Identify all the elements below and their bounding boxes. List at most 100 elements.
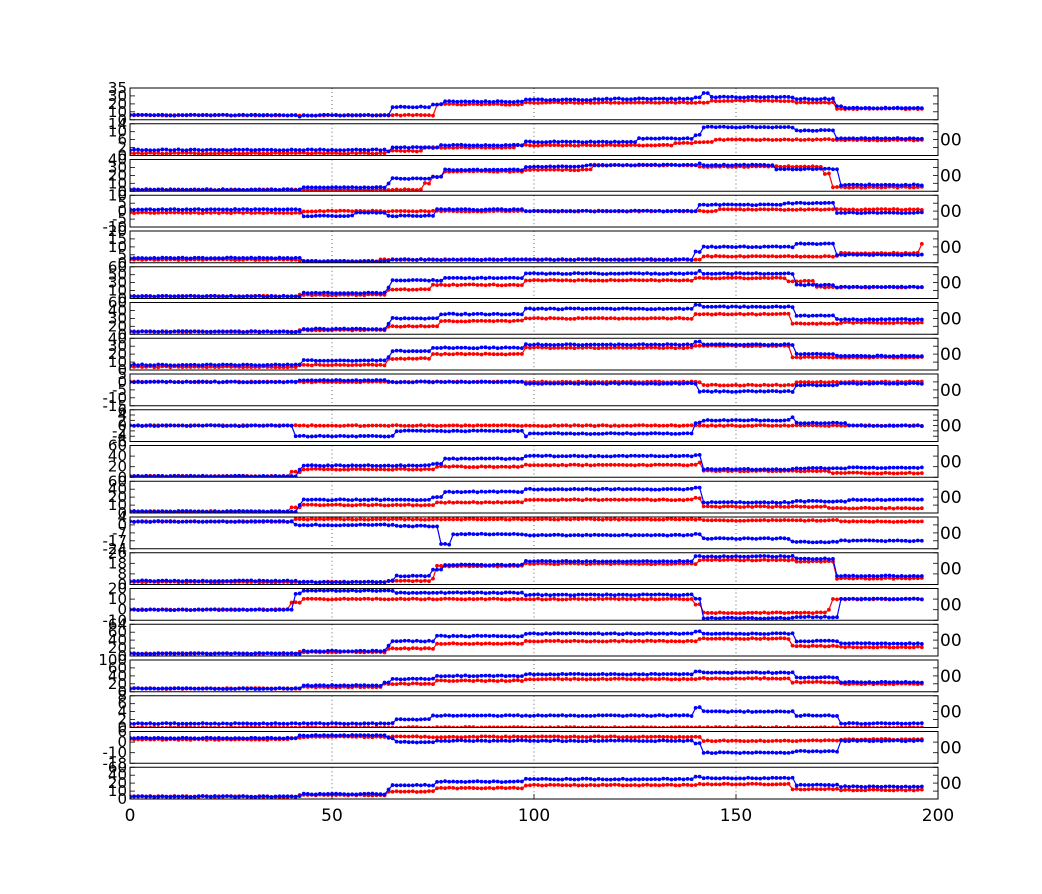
series-b-point [762, 467, 767, 472]
series-b-point [798, 128, 803, 133]
series-b-point [455, 257, 460, 262]
series-b-point [810, 352, 815, 356]
series-b-point [172, 473, 177, 478]
series-a-point [592, 497, 597, 502]
series-a-point [576, 278, 581, 282]
series-b-point [467, 167, 472, 172]
series-a-point [721, 383, 726, 388]
series-b-point [406, 105, 411, 110]
series-b-point [322, 326, 326, 331]
series-a-point [887, 321, 892, 325]
series-a-point [822, 172, 827, 176]
series-b-point [810, 201, 815, 206]
series-b-point [261, 379, 266, 384]
series-b-point [661, 454, 666, 459]
series-b-point [487, 312, 492, 317]
series-b-point [612, 139, 617, 144]
series-b-point [293, 256, 298, 260]
series-b-point [184, 113, 189, 117]
series-b-point [245, 113, 250, 118]
series-b-point [750, 95, 755, 99]
series-b-point [414, 428, 419, 433]
series-b-point [317, 259, 322, 263]
series-a-point [786, 423, 791, 428]
series-b-point [637, 342, 641, 347]
series-b-point [233, 207, 237, 211]
series-b-point [164, 330, 169, 334]
series-b-point [665, 209, 670, 214]
series-b-point [237, 256, 241, 261]
series-b-point [200, 329, 205, 334]
series-b-point [810, 498, 815, 503]
series-b-point [216, 474, 221, 478]
series-a-point [697, 100, 702, 105]
series-b-point [245, 256, 250, 261]
series-b-point [750, 418, 755, 422]
series-a-point [750, 311, 755, 316]
series-a-point [556, 498, 561, 502]
series-b-point [309, 463, 314, 468]
series-b-point [705, 342, 710, 347]
series-a-point [584, 345, 589, 350]
series-b-point [701, 500, 706, 505]
series-b-point [326, 214, 330, 218]
series-a-point [406, 209, 411, 214]
series-b-point [301, 113, 306, 118]
series-b-point [907, 252, 912, 257]
series-a-point [435, 464, 439, 469]
series-b-point [479, 208, 484, 212]
series-a-point [317, 503, 322, 508]
series-a-point [572, 100, 577, 105]
series-b-point [362, 463, 367, 468]
series-b-point [277, 509, 282, 513]
series-a-point [697, 275, 702, 280]
series-b-point [742, 162, 746, 167]
series-a-point [766, 312, 771, 317]
series-b-point [136, 256, 140, 260]
series-b-point [855, 284, 860, 289]
series-a-point [503, 464, 508, 469]
series-a-point [427, 209, 431, 214]
series-b-point [871, 354, 876, 359]
series-b-point [616, 140, 621, 145]
series-b-point [911, 423, 916, 428]
series-a-point [782, 423, 787, 428]
series-b-point [524, 139, 528, 144]
series-b-point [463, 311, 468, 316]
series-b-point [827, 499, 831, 504]
series-a-point [564, 278, 569, 283]
series-b-point [645, 162, 650, 167]
series-b-point [867, 465, 872, 470]
series-a-point [806, 380, 811, 384]
series-b-point [863, 317, 868, 322]
series-b-point [261, 207, 266, 212]
series-b-point [540, 431, 544, 436]
series-b-point [188, 329, 193, 334]
series-b-point [552, 343, 557, 347]
series-a-point [334, 362, 338, 367]
series-b-point [208, 329, 213, 334]
series-b-point [265, 256, 270, 260]
series-b-point [612, 163, 617, 167]
series-b-point [851, 210, 856, 215]
series-b-point [386, 434, 391, 439]
series-a-point [600, 498, 605, 502]
series-a-point [685, 100, 690, 105]
series-b-point [778, 305, 783, 309]
series-b-point [665, 271, 670, 276]
series-b-point [253, 187, 258, 192]
series-b-point [176, 256, 181, 260]
series-b-point [709, 271, 714, 276]
series-b-point [503, 429, 508, 433]
series-a-point [746, 137, 751, 142]
series-b-point [637, 136, 641, 140]
series-a-point [717, 505, 722, 509]
series-b-line [130, 269, 924, 299]
series-b-point [899, 423, 904, 428]
series-b-point [681, 307, 686, 311]
series-a-point [471, 500, 476, 504]
